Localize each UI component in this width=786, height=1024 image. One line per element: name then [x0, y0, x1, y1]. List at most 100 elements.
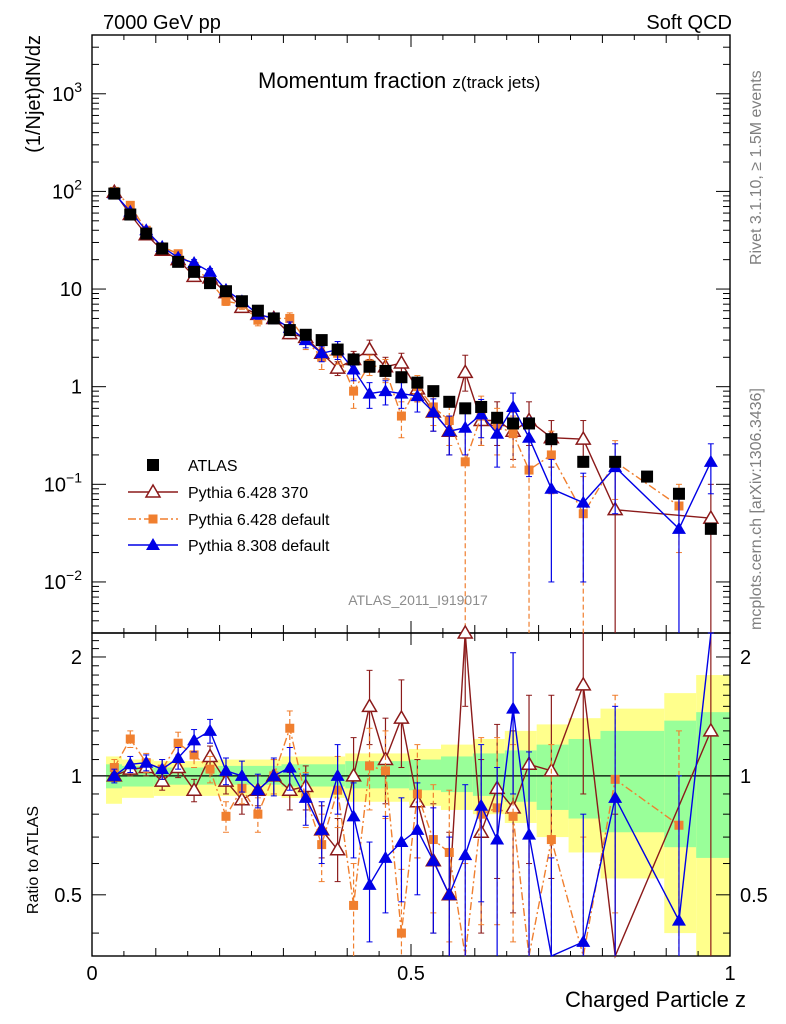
legend: ATLAS Pythia 6.428 370 Pythia 6.428 defaul… [128, 458, 330, 555]
main-data-point [442, 424, 457, 437]
main-data-point [544, 481, 559, 494]
legend-label: Pythia 6.428 370 [188, 485, 308, 502]
main-y-tick-label: 102 [52, 176, 82, 203]
main-data-point [140, 227, 153, 240]
main-plot-title: Momentum fraction z(track jets) [258, 68, 540, 93]
main-data-point [410, 389, 425, 402]
main-data-point [315, 334, 328, 347]
main-data-point [703, 454, 718, 467]
ratio-data-point [702, 722, 720, 737]
main-series-pythia-8-308-default [107, 186, 718, 633]
ratio-data-point [107, 768, 122, 781]
ratio-y-tick-label-right: 2 [740, 647, 751, 669]
main-data-point [396, 411, 406, 421]
ratio-uncertainty-bands [106, 675, 730, 956]
ratio-data-point [205, 764, 215, 774]
ratio-data-point [203, 723, 218, 736]
main-data-point [188, 265, 201, 278]
main-data-point [426, 405, 441, 418]
ratio-data-point [349, 900, 359, 910]
main-data-point [267, 312, 280, 325]
main-data-point [490, 426, 505, 439]
ratio-data-point [396, 928, 406, 938]
ratio-data-point [187, 733, 202, 746]
main-data-point [427, 385, 440, 398]
main-data-point [394, 386, 409, 399]
ratio-data-point [253, 809, 263, 819]
ratio-data-point [576, 934, 591, 947]
ratio-data-point [250, 783, 265, 796]
ratio-data-point [442, 887, 457, 900]
header-left-label: 7000 GeV pp [103, 12, 221, 34]
x-axis-label: Charged Particle z [565, 987, 746, 1012]
main-data-point [235, 295, 248, 308]
main-y-tick-label: 1 [71, 377, 82, 399]
ratio-data-point [171, 750, 186, 763]
ratio-y-tick-label-right: 0.5 [740, 885, 768, 907]
main-series-atlas [108, 187, 717, 535]
ratio-data-point [508, 811, 518, 821]
main-series-pythia-6-428-370 [106, 183, 720, 633]
main-data-point [460, 457, 470, 467]
analysis-id-label: ATLAS_2011_I919017 [348, 592, 488, 608]
main-data-point [314, 346, 329, 359]
ratio-data-point [506, 701, 521, 714]
ratio-data-point [361, 697, 378, 713]
ratio-y-tick-label: 1 [71, 766, 82, 788]
main-data-point [346, 362, 361, 375]
ratio-data-point [574, 676, 592, 691]
main-data-point [363, 360, 376, 373]
main-data-point [253, 315, 263, 325]
main-plot-title-text: Momentum fraction [258, 68, 446, 93]
main-data-point [187, 255, 202, 268]
legend-marker [146, 538, 160, 550]
ratio-y-tick-label: 2 [71, 647, 82, 669]
x-ticks: 0 0.5 1 [86, 35, 736, 985]
ratio-data-point [125, 734, 135, 744]
main-data-point [672, 487, 685, 500]
main-data-point [283, 324, 296, 337]
main-y-tick-label: 10 [60, 279, 82, 301]
main-data-point [219, 285, 232, 298]
main-data-point [577, 455, 590, 468]
ratio-data-point [221, 811, 231, 821]
main-data-point [329, 359, 346, 374]
main-data-point [221, 296, 231, 306]
header-right-label: Soft QCD [646, 12, 732, 34]
ratio-y-ticks: 2 2 1 1 0.5 0.5 [54, 640, 768, 934]
main-data-point [546, 450, 556, 460]
ratio-data-point [153, 772, 171, 787]
main-data-point [522, 430, 537, 443]
main-data-point [491, 411, 504, 424]
ratio-data-point [456, 624, 474, 639]
main-y-axis-label: (1/Njet)dN/dz [23, 35, 45, 153]
ratio-data-point [139, 755, 154, 768]
main-data-point [361, 341, 378, 356]
legend-label: Pythia 6.428 default [188, 512, 330, 529]
main-data-point [204, 277, 217, 290]
ratio-data-point [330, 768, 345, 781]
rivet-version-label: Rivet 3.1.10, ≥ 1.5M events [748, 70, 765, 265]
ratio-data-point [410, 822, 425, 835]
legend-label: ATLAS [188, 458, 238, 475]
main-data-point [378, 384, 393, 397]
ratio-data-point [394, 835, 409, 848]
main-data-point [349, 386, 359, 396]
ratio-data-point [458, 848, 473, 861]
legend-marker [148, 514, 158, 524]
legend-label: Pythia 8.308 default [188, 538, 330, 555]
main-data-point [523, 417, 536, 430]
legend-marker [147, 459, 159, 471]
ratio-series-pythia-8-308-default [107, 632, 714, 957]
main-data-point [395, 371, 408, 384]
ratio-data-point [365, 761, 375, 771]
ratio-data-point [298, 790, 313, 803]
ratio-data-point [393, 709, 410, 724]
ratio-data-point [185, 781, 203, 796]
ratio-data-point [362, 877, 377, 890]
mcplots-label: mcplots.cern.ch [arXiv:1306.3436] [748, 388, 765, 630]
ratio-data-point [282, 760, 297, 773]
main-data-point [506, 399, 521, 412]
ratio-data-point [380, 766, 390, 776]
